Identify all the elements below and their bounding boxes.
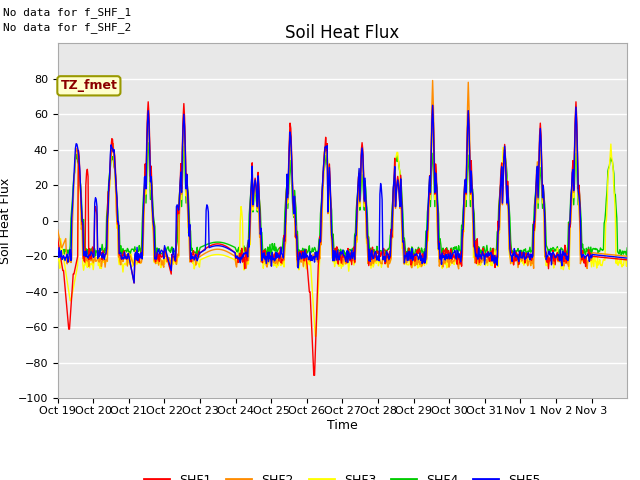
SHF5 — [623, 255, 631, 261]
Text: No data for f_SHF_1: No data for f_SHF_1 — [3, 7, 131, 18]
SHF4 — [54, 248, 61, 254]
SHF5 — [131, 280, 138, 286]
SHF1 — [120, 248, 128, 254]
SHF1 — [403, 250, 410, 256]
Legend: SHF1, SHF2, SHF3, SHF4, SHF5: SHF1, SHF2, SHF3, SHF4, SHF5 — [139, 468, 546, 480]
X-axis label: Time: Time — [327, 419, 358, 432]
SHF4 — [341, 254, 349, 260]
Line: SHF3: SHF3 — [58, 118, 627, 336]
SHF4 — [120, 248, 128, 254]
SHF3 — [276, 255, 284, 261]
SHF5 — [435, 246, 442, 252]
SHF1 — [623, 257, 631, 263]
Line: SHF2: SHF2 — [58, 81, 627, 269]
SHF3 — [312, 333, 319, 339]
SHF2 — [54, 227, 61, 232]
Line: SHF4: SHF4 — [58, 143, 627, 257]
SHF1 — [276, 251, 284, 257]
SHF1 — [435, 246, 442, 252]
SHF2 — [225, 250, 233, 255]
SHF3 — [254, 184, 262, 190]
SHF3 — [226, 254, 234, 260]
SHF2 — [429, 78, 436, 84]
SHF1 — [254, 169, 262, 175]
SHF5 — [254, 173, 262, 179]
SHF2 — [120, 256, 128, 262]
SHF3 — [145, 115, 152, 120]
SHF5 — [226, 247, 234, 252]
SHF2 — [455, 266, 463, 272]
SHF4 — [435, 211, 442, 216]
SHF5 — [429, 102, 436, 108]
SHF1 — [145, 99, 152, 105]
SHF4 — [403, 249, 410, 254]
SHF1 — [226, 246, 234, 252]
SHF5 — [54, 252, 61, 258]
Text: No data for f_SHF_2: No data for f_SHF_2 — [3, 22, 131, 33]
SHF3 — [120, 261, 128, 266]
SHF4 — [623, 245, 631, 251]
SHF4 — [226, 242, 234, 248]
SHF3 — [435, 242, 442, 248]
SHF4 — [145, 140, 152, 145]
SHF5 — [402, 253, 410, 259]
SHF2 — [434, 239, 442, 244]
SHF1 — [310, 372, 317, 378]
SHF2 — [275, 258, 283, 264]
Text: TZ_fmet: TZ_fmet — [60, 79, 117, 92]
SHF2 — [253, 205, 261, 211]
Line: SHF5: SHF5 — [58, 105, 627, 283]
SHF5 — [276, 255, 284, 261]
SHF5 — [120, 250, 128, 255]
Y-axis label: Soil Heat Flux: Soil Heat Flux — [0, 178, 12, 264]
SHF3 — [623, 258, 631, 264]
SHF3 — [403, 262, 410, 267]
SHF4 — [276, 245, 284, 251]
SHF4 — [254, 176, 262, 181]
SHF3 — [54, 252, 61, 258]
Line: SHF1: SHF1 — [58, 102, 627, 375]
SHF2 — [401, 254, 409, 260]
Title: Soil Heat Flux: Soil Heat Flux — [285, 24, 399, 42]
SHF2 — [623, 253, 631, 259]
SHF1 — [54, 236, 61, 241]
